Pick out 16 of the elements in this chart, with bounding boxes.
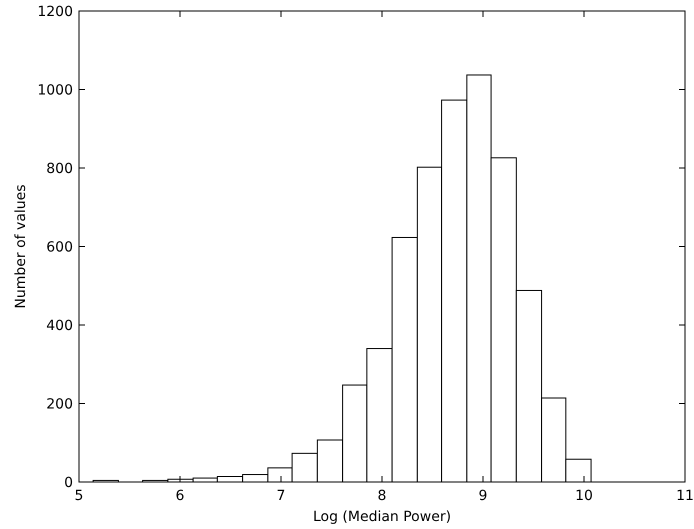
y-tick-label: 1200 (37, 4, 73, 20)
x-tick-label: 8 (378, 488, 386, 504)
y-tick-label: 600 (46, 240, 73, 256)
x-tick-label: 10 (575, 488, 593, 504)
y-axis-title: Number of values (13, 184, 29, 309)
y-tick-label: 200 (46, 396, 73, 412)
y-tick-label: 0 (64, 475, 73, 491)
x-tick-label: 5 (74, 488, 84, 504)
y-tick-label: 800 (46, 161, 73, 177)
x-axis-title: Log (Median Power) (312, 509, 452, 525)
x-tick-label: 6 (176, 488, 185, 504)
x-tick-label: 7 (276, 488, 286, 504)
x-tick-label: 11 (676, 488, 694, 504)
y-tick-label: 400 (46, 318, 73, 334)
x-tick-label: 9 (478, 488, 488, 504)
y-tick-label: 1000 (37, 82, 73, 98)
